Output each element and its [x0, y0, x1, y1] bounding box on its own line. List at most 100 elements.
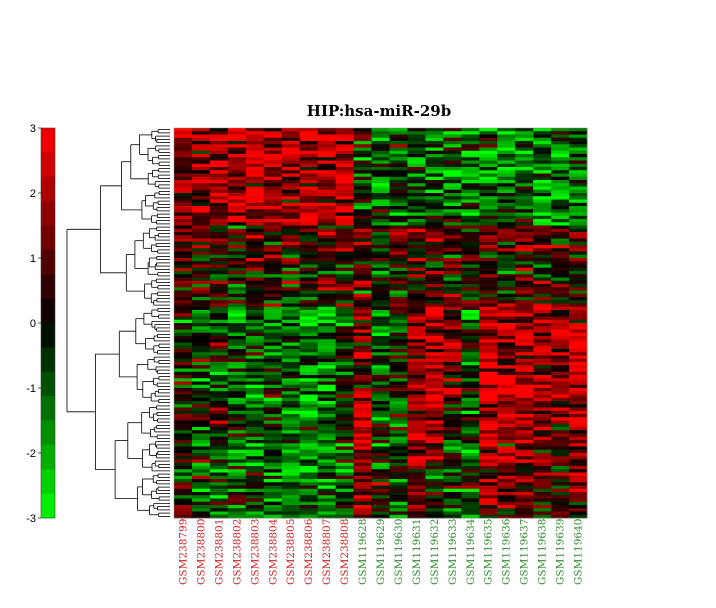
- heatmap-cell: [479, 332, 498, 337]
- heatmap-cell: [497, 313, 516, 317]
- heatmap-cell: [497, 183, 516, 187]
- heatmap-cell: [227, 397, 247, 402]
- heatmap-cell: [533, 235, 552, 239]
- heatmap-cell: [443, 238, 462, 243]
- heatmap-cell: [407, 144, 426, 148]
- heatmap-cell: [281, 475, 301, 480]
- heatmap-cell: [371, 245, 390, 249]
- heatmap-cell: [245, 391, 265, 395]
- heatmap-cell: [174, 284, 193, 288]
- heatmap-cell: [317, 254, 337, 259]
- heatmap-cell: [317, 384, 337, 389]
- heatmap-cell: [407, 206, 426, 210]
- color-scale-tick-label: 1: [30, 253, 36, 265]
- heatmap-cell: [515, 313, 534, 317]
- heatmap-cell: [569, 508, 588, 512]
- heatmap-cell: [353, 274, 372, 278]
- heatmap-cell: [533, 352, 552, 356]
- heatmap-cell: [425, 319, 444, 324]
- heatmap-cell: [389, 137, 408, 142]
- heatmap-cell: [389, 264, 408, 269]
- heatmap-cell: [371, 290, 390, 295]
- heatmap-cell: [317, 492, 337, 496]
- heatmap-cell: [335, 248, 354, 252]
- heatmap-cell: [209, 167, 229, 171]
- heatmap-cell: [335, 342, 354, 347]
- color-scale-legend: [40, 127, 56, 519]
- heatmap-cell: [569, 323, 588, 327]
- heatmap-cell: [227, 183, 247, 187]
- heatmap-cell: [317, 134, 337, 139]
- heatmap-cell: [461, 368, 480, 373]
- heatmap-cell: [515, 404, 534, 408]
- heatmap-cell: [551, 206, 570, 210]
- heatmap-cell: [174, 355, 193, 360]
- heatmap-cell: [209, 297, 229, 301]
- heatmap-cell: [174, 446, 193, 451]
- heatmap-cell: [227, 258, 247, 262]
- heatmap-cell: [209, 462, 229, 467]
- heatmap-cell: [533, 472, 552, 477]
- heatmap-cell: [515, 196, 534, 200]
- heatmap-cell: [299, 349, 319, 353]
- heatmap-cell: [299, 469, 319, 473]
- heatmap-cell: [425, 167, 444, 171]
- heatmap-cell: [227, 456, 247, 460]
- heatmap-cell: [174, 365, 193, 369]
- heatmap-cell: [407, 462, 426, 467]
- heatmap-cell: [551, 186, 570, 191]
- heatmap-cell: [227, 264, 247, 269]
- heatmap-cell: [174, 492, 193, 496]
- heatmap-cell: [533, 466, 552, 470]
- heatmap-cell: [353, 196, 372, 200]
- heatmap-cell: [227, 128, 247, 132]
- heatmap-cell: [551, 306, 570, 311]
- heatmap-cell: [245, 241, 265, 246]
- heatmap-cell: [371, 261, 390, 265]
- heatmap-cell: [353, 163, 372, 168]
- heatmap-cell: [371, 469, 390, 473]
- heatmap-cell: [533, 267, 552, 272]
- heatmap-cell: [299, 345, 319, 350]
- heatmap-cell: [569, 472, 588, 477]
- heatmap-cell: [335, 212, 354, 217]
- heatmap-cell: [263, 492, 283, 496]
- heatmap-cell: [533, 404, 552, 408]
- heatmap-cell: [407, 303, 426, 308]
- heatmap-cell: [461, 427, 480, 431]
- heatmap-cell: [425, 280, 444, 285]
- heatmap-cell: [317, 352, 337, 356]
- heatmap-cell: [335, 469, 354, 473]
- heatmap-cell: [407, 443, 426, 447]
- heatmap-cell: [245, 446, 265, 451]
- heatmap-cell: [551, 170, 570, 174]
- heatmap-cell: [227, 267, 247, 272]
- heatmap-cell: [389, 508, 408, 512]
- heatmap-cell: [497, 358, 516, 363]
- heatmap-cell: [317, 423, 337, 428]
- heatmap-cell: [389, 514, 408, 519]
- heatmap-cell: [191, 391, 211, 395]
- heatmap-cell: [281, 154, 301, 158]
- heatmap-cell: [263, 410, 283, 415]
- heatmap-cell: [443, 245, 462, 249]
- heatmap-cell: [515, 157, 534, 161]
- heatmap-cell: [407, 254, 426, 259]
- heatmap-cell: [209, 358, 229, 363]
- heatmap-cell: [299, 248, 319, 252]
- heatmap-cell: [389, 310, 408, 314]
- heatmap-cell: [461, 163, 480, 168]
- heatmap-cell: [407, 241, 426, 246]
- heatmap-cell: [533, 384, 552, 389]
- heatmap-cell: [389, 241, 408, 246]
- heatmap-cell: [174, 453, 193, 457]
- heatmap-cell: [407, 238, 426, 243]
- heatmap-cell: [497, 150, 516, 155]
- heatmap-cell: [281, 391, 301, 395]
- heatmap-cell: [227, 358, 247, 363]
- heatmap-cell: [569, 352, 588, 356]
- heatmap-cell: [209, 183, 229, 187]
- heatmap-cell: [317, 443, 337, 447]
- heatmap-cell: [497, 404, 516, 408]
